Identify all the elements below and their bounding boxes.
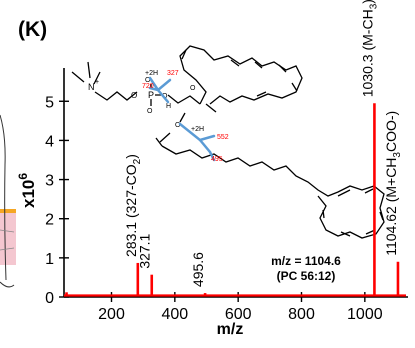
peak-label-subscript: 3 [368, 3, 379, 9]
x-tick-label: 200 [98, 306, 125, 323]
neighbor-orange-bar [0, 209, 16, 213]
x-tick-label: 600 [225, 306, 252, 323]
ester-oxygen-1: O [190, 85, 196, 92]
peak-label: 1104.62 (M+CH3COO-) [383, 111, 403, 256]
sn1-carbonyl [205, 103, 217, 113]
x-tick-label: 400 [161, 306, 188, 323]
peak-label-main: 1030.3 (M-CH [359, 9, 375, 97]
y-axis-title: x106 [16, 173, 38, 208]
label-720: 720 [142, 83, 154, 90]
x-tick-label: 800 [288, 306, 315, 323]
peak-label-main: 1104.62 (M+CH [383, 158, 399, 256]
x-ticks: 200 400 600 800 1000 [98, 292, 383, 323]
peak-label: 1030.3 (M-CH3) [359, 0, 379, 97]
sn2-chain [161, 145, 385, 239]
peak-label-tail: COO-) [383, 111, 399, 152]
y-ticks: 0 1 2 3 4 5 [45, 94, 69, 307]
y-tick-label: 4 [45, 133, 54, 150]
peak-label-tail: ) [123, 154, 139, 159]
annotation-mz: m/z = 1104.6 [271, 254, 341, 268]
oxygen-label-2: O [147, 108, 153, 115]
peak-label: 283.1 (327-CO2) [123, 154, 143, 257]
neighbor-pink-region [0, 210, 16, 265]
label-327: 327 [167, 70, 179, 77]
neighbor-curve-2 [0, 229, 15, 251]
sn2-double-bonds [322, 188, 384, 237]
neighbor-panel-fragment [0, 114, 16, 288]
oxygen-label-1: O [131, 91, 137, 100]
peak-label: 327.1 [137, 233, 153, 268]
y-tick-label: 5 [45, 94, 54, 111]
fragmentation-arrows [148, 76, 216, 162]
sn1-double-bonds [181, 49, 298, 97]
arrow-495 [208, 150, 216, 162]
x-axis-title: m/z [217, 321, 244, 338]
headgroup-bonds [71, 61, 101, 85]
neighbor-curve-3 [0, 281, 15, 288]
y-tick-label: 3 [45, 173, 54, 190]
oxygen-minus-label: O- [145, 77, 153, 84]
structure-labels: +2H 327 720 +2H 552 495 [142, 70, 229, 163]
label-495: 495 [211, 156, 223, 163]
y-tick-label: 0 [45, 290, 54, 307]
peak-label-subscript: 3 [392, 152, 403, 158]
peak-label-main: 495.6 [190, 252, 206, 287]
arrow-327 [156, 78, 172, 92]
pc-structure-drawing: N + O P O- O O H O O [71, 45, 385, 239]
peak-label-tail: ) [359, 0, 375, 4]
y-tick-label: 1 [45, 251, 54, 268]
choline-chain [94, 91, 138, 101]
glycerol-backbone [167, 94, 201, 105]
spectrum-peaks [64, 103, 406, 297]
axes [63, 68, 408, 298]
label-552: 552 [217, 134, 229, 141]
arrow-720 [148, 86, 160, 92]
panel-label: (K) [18, 18, 47, 41]
y-axis-title-exponent: 6 [16, 173, 30, 180]
phosphorus-label: P [148, 90, 154, 100]
sn2-ester [155, 112, 186, 147]
label-2h-right: +2H [191, 126, 204, 133]
peak-label-subscript: 2 [132, 158, 143, 164]
annotation-pc: (PC 56:12) [277, 269, 336, 283]
arrow-552 [198, 134, 216, 142]
x-tick-label: 1000 [347, 306, 383, 323]
ester-oxygen-2: O [175, 122, 181, 129]
sn1-chain [179, 45, 303, 105]
peak-label-main: 283.1 (327-CO [123, 164, 139, 257]
label-2h-left: +2H [145, 70, 158, 77]
compound-annotation: m/z = 1104.6 (PC 56:12) [271, 254, 341, 283]
nitrogen-charge: + [95, 79, 99, 86]
y-axis-title-base: x10 [19, 180, 38, 208]
y-tick-label: 2 [45, 212, 54, 229]
hydrogen-label: H [166, 103, 171, 110]
nitrogen-label: N [88, 82, 95, 92]
peak-label: 495.6 [190, 252, 206, 287]
peak-label-main: 327.1 [137, 233, 153, 268]
